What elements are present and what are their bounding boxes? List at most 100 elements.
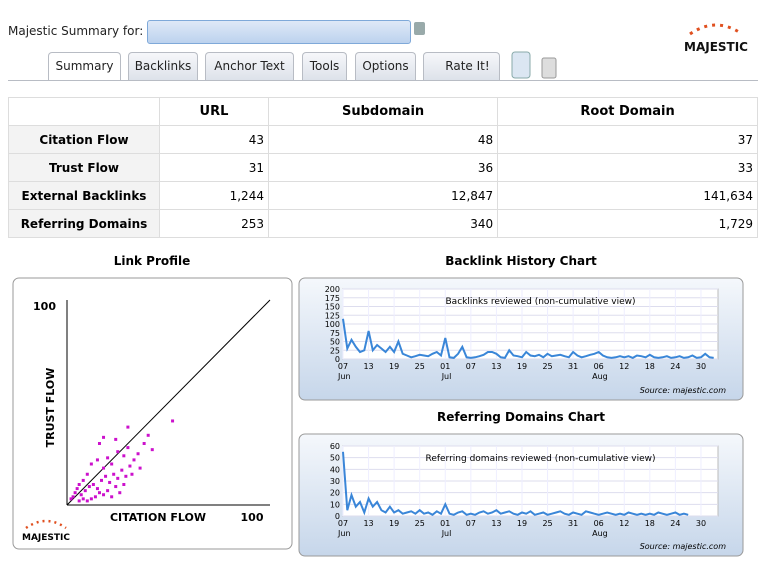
point bbox=[138, 466, 142, 470]
point bbox=[69, 497, 73, 501]
point bbox=[104, 474, 108, 478]
point bbox=[77, 483, 81, 486]
x-tick-label: 19 bbox=[517, 362, 527, 371]
chart-title: Backlink History Chart bbox=[445, 254, 597, 268]
cell: 43 bbox=[159, 125, 269, 154]
point bbox=[132, 458, 136, 462]
y-tick-label: 60 bbox=[330, 442, 340, 451]
line bbox=[342, 451, 689, 516]
point bbox=[102, 466, 106, 470]
row-label: Trust Flow bbox=[8, 153, 160, 182]
point bbox=[87, 485, 91, 489]
x-tick-label: 19 bbox=[517, 519, 527, 528]
point bbox=[142, 442, 146, 445]
point bbox=[81, 478, 85, 482]
point bbox=[146, 433, 150, 437]
x-tick-label: 07 Jun bbox=[335, 362, 350, 381]
chart-title: Referring Domains Chart bbox=[437, 410, 605, 424]
x-tick-label: 19 bbox=[389, 519, 399, 528]
icon[interactable] bbox=[414, 22, 425, 35]
y-tick-label: 100 bbox=[325, 320, 340, 329]
tab[interactable]: Summary bbox=[48, 52, 121, 81]
point bbox=[116, 450, 120, 454]
x-tick-label: 24 bbox=[670, 519, 680, 528]
x-tick-label: 31 bbox=[568, 362, 578, 371]
tab[interactable]: Tools bbox=[302, 52, 347, 80]
point bbox=[126, 446, 130, 450]
row: Citation Flow 43 48 37 bbox=[8, 125, 758, 154]
y-tick-label: 25 bbox=[330, 346, 340, 355]
x-tick-label: 30 bbox=[696, 519, 706, 528]
point bbox=[97, 442, 101, 445]
chart-title: Link Profile bbox=[114, 254, 191, 268]
point bbox=[128, 464, 132, 468]
point bbox=[95, 487, 99, 491]
point bbox=[81, 497, 85, 501]
tab[interactable]: Anchor Text bbox=[205, 52, 294, 80]
x-tick-label: 100 bbox=[241, 511, 264, 524]
row-label: Citation Flow bbox=[8, 125, 160, 154]
point bbox=[102, 493, 106, 497]
icons[interactable] bbox=[510, 50, 560, 80]
x-tick-label: 01 Jul bbox=[439, 362, 451, 381]
chart-subtitle: Backlinks reviewed (non-cumulative view) bbox=[446, 297, 636, 307]
cell: 141,634 bbox=[497, 181, 758, 210]
point bbox=[79, 493, 83, 497]
point bbox=[93, 495, 97, 499]
point bbox=[71, 495, 75, 499]
point bbox=[89, 497, 93, 501]
point bbox=[73, 491, 77, 495]
point bbox=[126, 425, 130, 429]
x-tick-label: 30 bbox=[696, 362, 706, 371]
x-tick-label: 31 bbox=[568, 519, 578, 528]
diagonal bbox=[66, 299, 271, 506]
point bbox=[130, 472, 134, 476]
cell: 36 bbox=[267, 153, 499, 182]
x-tick-label: 07 bbox=[466, 362, 476, 371]
y-tick-label: 20 bbox=[330, 489, 340, 498]
url-input[interactable] bbox=[147, 20, 411, 44]
point bbox=[106, 489, 110, 493]
logo-text: MAJESTIC bbox=[22, 533, 70, 543]
x-tick-label: 18 bbox=[645, 519, 655, 528]
x-tick-label: 25 bbox=[415, 362, 425, 371]
x-tick-label: 19 bbox=[389, 362, 399, 371]
y-tick-label: 0 bbox=[335, 512, 340, 521]
x-tick-label: 12 bbox=[619, 519, 629, 528]
source: Source: majestic.com bbox=[640, 542, 726, 551]
x-tick-label: 07 bbox=[466, 519, 476, 528]
point bbox=[85, 472, 89, 476]
tab[interactable]: Options bbox=[355, 52, 416, 80]
point bbox=[122, 483, 126, 486]
summary-table: URL Subdomain Root Domain Citation Flow 43 48… bbox=[8, 97, 758, 238]
row: Trust Flow 31 36 33 bbox=[8, 153, 758, 182]
x-tick-label: 06 Aug bbox=[590, 519, 608, 538]
point bbox=[116, 476, 120, 480]
row-label: Referring Domains bbox=[8, 209, 160, 238]
cell: 33 bbox=[497, 153, 758, 182]
row: Referring Domains 253 340 1,729 bbox=[8, 209, 758, 238]
cell: 31 bbox=[159, 153, 269, 182]
point bbox=[102, 435, 106, 439]
logo: MAJESTIC bbox=[684, 23, 748, 54]
y-tick-label: 30 bbox=[330, 477, 340, 486]
cell: 37 bbox=[497, 125, 758, 154]
point bbox=[75, 487, 79, 491]
point bbox=[106, 456, 110, 460]
point bbox=[136, 452, 140, 456]
point bbox=[124, 474, 128, 478]
point bbox=[120, 468, 124, 472]
x-tick-label: 13 bbox=[491, 519, 501, 528]
point bbox=[77, 499, 81, 503]
point bbox=[110, 462, 114, 466]
x-tick-label: 13 bbox=[363, 519, 373, 528]
point bbox=[83, 489, 87, 493]
point bbox=[118, 491, 122, 495]
point bbox=[150, 448, 154, 452]
y-tick-label: 50 bbox=[330, 454, 340, 463]
tab[interactable]: Rate It! bbox=[423, 52, 500, 80]
x-tick-label: 12 bbox=[619, 362, 629, 371]
tab[interactable]: Backlinks bbox=[128, 52, 198, 80]
